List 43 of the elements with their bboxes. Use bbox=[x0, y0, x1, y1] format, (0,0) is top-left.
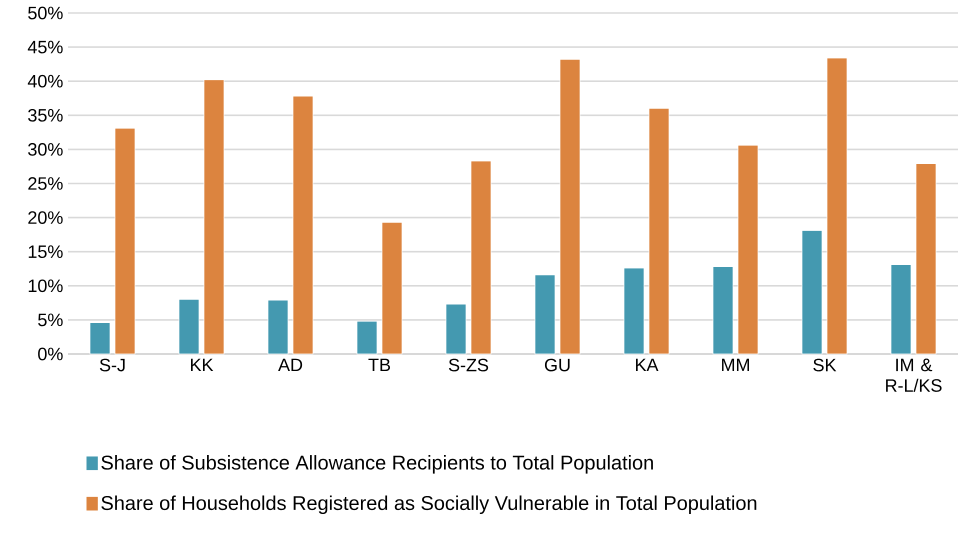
x-tick-label: S-ZS bbox=[448, 358, 488, 372]
x-tick-label: SK bbox=[813, 358, 836, 372]
legend-label: Share of Subsistence Allowance Recipients to Total Population bbox=[101, 455, 653, 474]
x-tick-label: MM bbox=[722, 358, 749, 372]
y-tick-label: 35% bbox=[28, 108, 63, 122]
bar bbox=[114, 128, 136, 354]
y-tick-label: 10% bbox=[28, 279, 63, 292]
bar bbox=[382, 222, 402, 354]
x-tick-label: IM & R-L/KS bbox=[886, 358, 942, 392]
y-tick-label: 50% bbox=[28, 6, 63, 20]
bar bbox=[560, 59, 580, 354]
bar bbox=[204, 80, 224, 354]
x-tick-label: KK bbox=[191, 358, 214, 372]
y-tick-label: 0% bbox=[38, 348, 63, 360]
x-tick-label: KA bbox=[636, 358, 658, 372]
bar bbox=[178, 299, 200, 354]
bar bbox=[90, 322, 110, 354]
bar bbox=[446, 304, 466, 354]
y-tick-label: 45% bbox=[28, 40, 63, 54]
bar bbox=[470, 160, 492, 354]
bar bbox=[916, 163, 936, 354]
bar bbox=[534, 274, 556, 354]
bar bbox=[890, 264, 912, 354]
bar bbox=[648, 108, 670, 354]
y-tick-label: 40% bbox=[28, 74, 63, 88]
bar bbox=[738, 144, 758, 354]
bar bbox=[826, 58, 848, 354]
x-tick-label: GU bbox=[544, 358, 570, 372]
bar bbox=[802, 230, 822, 354]
y-tick-label: 5% bbox=[38, 314, 63, 326]
bar bbox=[712, 266, 734, 354]
x-tick-label: TB bbox=[368, 358, 390, 372]
bar bbox=[624, 268, 644, 354]
bar bbox=[292, 96, 314, 354]
y-tick-label: 15% bbox=[28, 245, 63, 258]
x-tick-label: AD bbox=[278, 358, 302, 372]
y-tick-label: 30% bbox=[28, 143, 63, 156]
y-tick-label: 20% bbox=[28, 211, 63, 224]
bar bbox=[356, 320, 378, 354]
bar bbox=[268, 300, 288, 354]
legend-label: Share of Households Registered as Socially Vulnerable in Total Population bbox=[101, 495, 756, 514]
x-tick-label: S-J bbox=[100, 358, 125, 372]
y-tick-label: 25% bbox=[28, 177, 63, 190]
